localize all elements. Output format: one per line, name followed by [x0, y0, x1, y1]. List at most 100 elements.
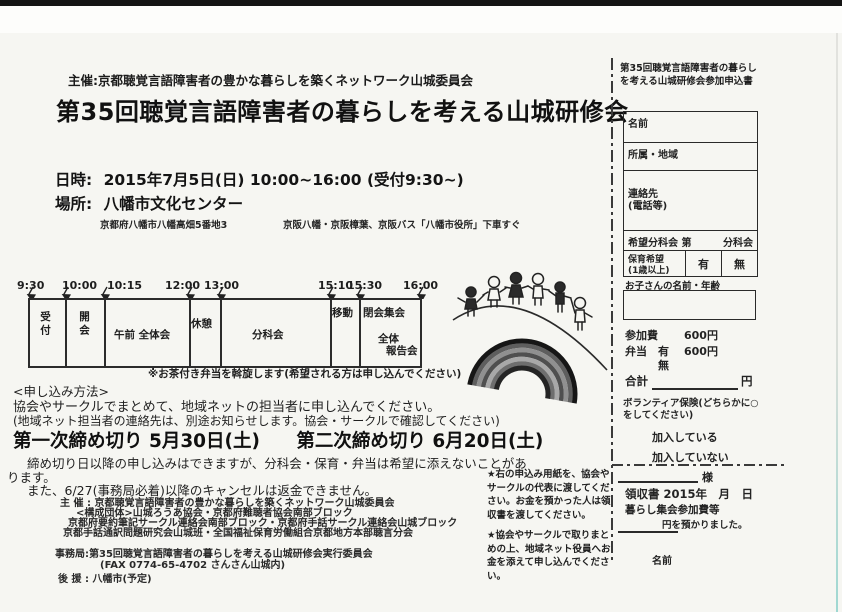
- venue-access: 京阪八幡・京阪樟葉、京阪バス「八幡市役所」下車すぐ: [283, 220, 521, 231]
- fee-value: 600円: [684, 329, 718, 342]
- datetime-label: 日時:: [55, 171, 93, 189]
- timeline-divider: [104, 300, 106, 366]
- bento-yes-label: 有: [658, 345, 669, 358]
- timeline-time: 15:10: [318, 279, 354, 292]
- bento-no-label: 無: [658, 359, 669, 372]
- insurance-not-enrolled-option: 加入していない: [652, 451, 729, 464]
- form-row-affiliation: 所属・地域: [624, 143, 757, 171]
- organizer-member3: 京都手話通訳問題研究会山城班・全国福祉保育労働組合京都地方本部聴言分会: [63, 528, 413, 539]
- datetime-value: 2015年7月5日(日) 10:00~16:00 (受付9:30~): [103, 171, 464, 189]
- timeline-time: 10:00: [62, 279, 98, 292]
- segment-morning-plenary: 午前 全体会: [114, 329, 171, 341]
- subcommittee-field-label: 希望分科会 第: [628, 238, 692, 249]
- application-form-table: 名前 所属・地域 連絡先 (電話等) 希望分科会 第 分科会 保育希望 (1歳以…: [623, 111, 758, 277]
- cut-line-horizontal: [612, 464, 784, 466]
- supporter: 後 援 : 八幡市(予定): [58, 574, 152, 585]
- timeline-time: 10:15: [107, 279, 143, 292]
- apply-line2: (地域ネット担当者の連絡先は、別途お知らせします。協会・サークルで確認してくださ…: [13, 414, 500, 428]
- receipt-sama: 様: [702, 471, 713, 484]
- receipt-title-date: 領収書 2015年 月 日: [625, 487, 754, 501]
- bento-label: 弁当: [625, 345, 647, 358]
- insurance-enrolled-option: 加入している: [652, 431, 718, 444]
- apply-heading: <申し込み方法>: [13, 384, 109, 399]
- form-title-line2: を考える山城研修会参加申込書: [620, 76, 753, 87]
- apply-note2: また、6/27(事務局必着)以降のキャンセルは返金できません。: [27, 483, 377, 498]
- program-timeline: 受付 開会 午前 全体会 休憩 分科会 移動 閉会集会 全体 報告会: [28, 298, 422, 368]
- segment-reception: 受付: [39, 311, 51, 338]
- bento-note: ※お茶付き弁当を斡旋します(希望される方は申し込んでください): [148, 368, 462, 380]
- segment-report-line1: 全体: [378, 333, 399, 345]
- deadline-second: 第二次締め切り 6月20日(土): [296, 431, 544, 452]
- total-unit: 円: [741, 374, 753, 388]
- form-title-line1: 第35回聴覚言語障害者の暮らし: [620, 63, 757, 74]
- form-row-subcommittee: 希望分科会 第 分科会: [624, 231, 757, 251]
- star-note-2: ★協会やサークルで取りまとめの上、地域ネット役員へお金を添えて申し込んでください…: [487, 530, 611, 582]
- timeline-arrows-icon: [26, 286, 427, 299]
- place-label: 場所:: [55, 195, 93, 213]
- total-amount-line: [652, 388, 738, 390]
- page-title: 第35回聴覚言語障害者の暮らしを考える山城研修会: [56, 98, 629, 126]
- page-right-edge: [836, 33, 838, 612]
- organizer-member1: <構成団体>山城ろうあ協会・京都府難聴者協会南部ブロック: [76, 508, 353, 519]
- timeline-divider: [330, 300, 332, 366]
- insurance-label2: をしてください): [623, 410, 694, 421]
- segment-opening: 開会: [78, 311, 90, 338]
- segment-break: 休憩: [191, 318, 212, 330]
- insurance-label1: ボランティア保険(どちらかに○: [623, 398, 759, 409]
- cut-line-vertical: [611, 58, 613, 562]
- receipt-addressee-line: [618, 481, 698, 483]
- segment-move: 移動: [332, 307, 353, 319]
- venue-address: 京都府八幡市八幡高畑5番地3: [100, 220, 228, 231]
- bento-value: 600円: [684, 345, 718, 358]
- children-rainbow-illustration: [452, 271, 608, 404]
- apply-note1a: 締め切り日以降の申し込みはできますが、分科会・保育・弁当は希望に添えないことがあ: [27, 456, 527, 471]
- segment-report-line2: 報告会: [386, 345, 418, 357]
- childcare-field-label2: (1歳以上): [628, 266, 670, 276]
- star-note-1: ★右の申込み用紙を、協会やサークルの代表に渡してください。お金を預かった人は領収…: [487, 469, 611, 521]
- name-field-label: 名前: [628, 119, 648, 130]
- form-row-childcare: 保育希望 (1歳以上) 有 無: [624, 251, 757, 276]
- childcare-yes-label: 有: [698, 257, 709, 271]
- datetime-row: 日時: 2015年7月5日(日) 10:00~16:00 (受付9:30~): [55, 168, 464, 190]
- timeline-time: 15:30: [347, 279, 383, 292]
- child-info-label: お子さんの名前・年齢: [625, 281, 721, 292]
- timeline-divider: [65, 300, 67, 366]
- place-row: 場所: 八幡市文化センター: [55, 192, 243, 214]
- form-row-contact: 連絡先 (電話等): [624, 171, 757, 231]
- apply-line1: 協会やサークルでまとめて、地域ネットの担当者に申し込んでください。: [13, 400, 441, 415]
- subcommittee-suffix: 分科会: [723, 238, 753, 249]
- contact-field-label2: (電話等): [628, 201, 668, 212]
- deadline-first: 第一次締め切り 5月30日(土): [13, 431, 260, 452]
- secretariat: 事務局:第35回聴覚言語障害者の暮らしを考える山城研修会実行委員会: [55, 549, 373, 560]
- timeline-divider: [189, 300, 191, 366]
- childcare-no-label: 無: [734, 257, 745, 271]
- organizer-main: 主 催 : 京都聴覚言語障害者の豊かな暮らしを築くネットワーク山城委員会: [60, 498, 395, 509]
- fee-label: 参加費: [625, 329, 658, 342]
- receipt-subject: 暮らし集会参加費等: [625, 504, 720, 516]
- segment-subcommittee: 分科会: [252, 329, 284, 341]
- host-line: 主催:京都聴覚言語障害者の豊かな暮らしを築くネットワーク山城委員会: [68, 73, 474, 88]
- segment-closing: 閉会集会: [363, 307, 405, 319]
- receipt-amount-line: [618, 531, 678, 533]
- childcare-no-cell: 無: [721, 251, 757, 276]
- scan-edge-bar: [0, 0, 842, 6]
- total-label: 合計: [625, 374, 648, 388]
- receipt-name-label: 名前: [652, 556, 672, 567]
- contact-field-label1: 連絡先: [628, 189, 658, 200]
- child-info-box: [623, 290, 756, 320]
- organizer-member2: 京都府要約筆記サークル連絡会南部ブロック・京都府手話サークル連絡会山城ブロック: [68, 518, 458, 529]
- childcare-field-label1: 保育希望: [628, 255, 665, 265]
- place-value: 八幡市文化センター: [103, 195, 244, 213]
- childcare-yes-cell: 有: [685, 251, 721, 276]
- form-row-name: 名前: [624, 112, 757, 143]
- secretariat-fax: (FAX 0774-65-4702 さんさん山城内): [100, 560, 286, 571]
- timeline-divider: [359, 300, 361, 366]
- timeline-time: 13:00: [204, 279, 240, 292]
- apply-note1b: ります。: [7, 470, 56, 485]
- receipt-received-text: 円を預かりました。: [662, 520, 748, 531]
- deadline-row: 第一次締め切り 5月30日(土) 第二次締め切り 6月20日(土): [13, 427, 543, 453]
- timeline-divider: [220, 300, 222, 366]
- affiliation-field-label: 所属・地域: [628, 150, 678, 161]
- timeline-time: 9:30: [17, 279, 45, 292]
